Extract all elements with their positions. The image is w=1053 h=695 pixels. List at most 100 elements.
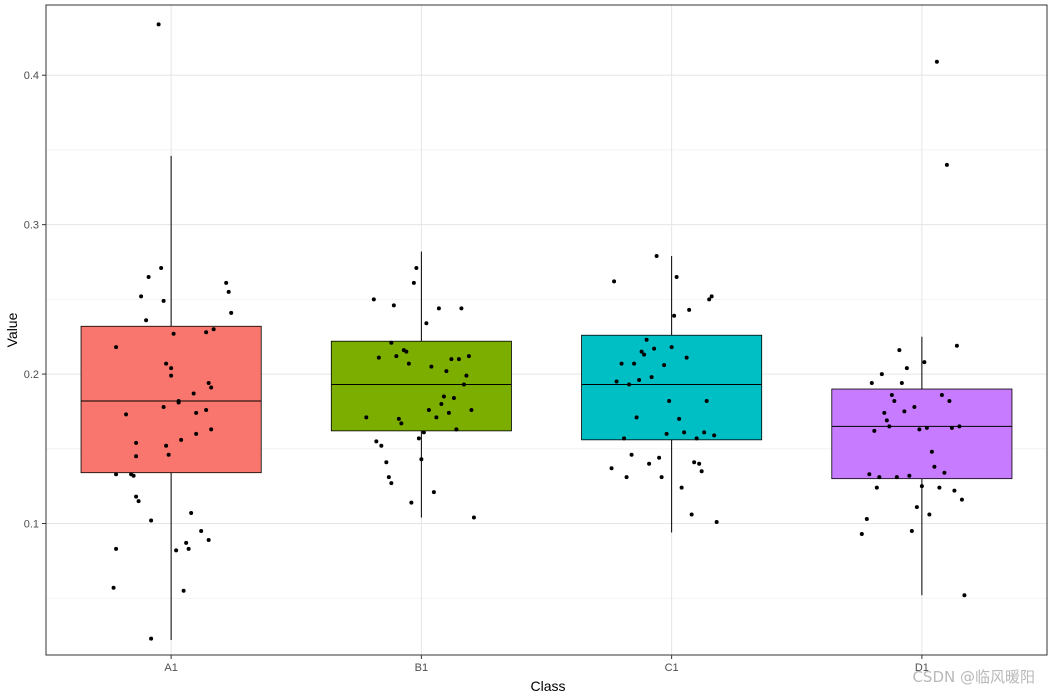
- data-point: [912, 404, 917, 409]
- data-point: [371, 297, 376, 302]
- data-point: [859, 531, 864, 536]
- data-point: [224, 280, 229, 285]
- data-point: [389, 481, 394, 486]
- data-point: [194, 431, 199, 436]
- data-point: [124, 412, 129, 417]
- data-point: [191, 391, 196, 396]
- data-point: [139, 294, 144, 299]
- data-point: [922, 360, 927, 365]
- data-point: [194, 410, 199, 415]
- data-point: [917, 427, 922, 432]
- data-point: [714, 520, 719, 525]
- data-point: [949, 425, 954, 430]
- data-point: [704, 398, 709, 403]
- data-point: [199, 528, 204, 533]
- data-point: [657, 455, 662, 460]
- data-point: [957, 424, 962, 429]
- data-point: [406, 361, 411, 366]
- box-body: [80, 325, 262, 474]
- box-b1: [330, 251, 512, 518]
- data-point: [226, 289, 231, 294]
- data-point: [877, 475, 882, 480]
- data-point: [634, 415, 639, 420]
- data-point: [667, 398, 672, 403]
- data-point: [416, 436, 421, 441]
- data-point: [924, 425, 929, 430]
- y-tick-label: 0.3: [24, 220, 39, 232]
- data-point: [884, 418, 889, 423]
- data-point: [904, 366, 909, 371]
- data-point: [652, 346, 657, 351]
- data-point: [899, 381, 904, 386]
- data-point: [959, 497, 964, 502]
- x-tick-label-d1: D1: [915, 662, 929, 674]
- data-point: [179, 437, 184, 442]
- data-point: [379, 443, 384, 448]
- data-point: [409, 500, 414, 505]
- data-point: [684, 355, 689, 360]
- data-point: [674, 274, 679, 279]
- x-tick-label-b1: B1: [415, 662, 428, 674]
- data-point: [414, 265, 419, 270]
- data-point: [689, 512, 694, 517]
- data-point: [669, 345, 674, 350]
- data-point: [907, 473, 912, 478]
- data-point: [189, 511, 194, 516]
- data-point: [186, 546, 191, 551]
- box-a1: [80, 155, 262, 641]
- data-point: [184, 540, 189, 545]
- data-point: [892, 398, 897, 403]
- data-point: [174, 548, 179, 553]
- y-tick-label: 0.1: [24, 519, 39, 531]
- data-point: [176, 400, 181, 405]
- data-point: [902, 409, 907, 414]
- data-point: [114, 472, 119, 477]
- data-point: [454, 427, 459, 432]
- data-point: [664, 431, 669, 436]
- data-point: [614, 379, 619, 384]
- box-body: [330, 340, 512, 432]
- data-point: [632, 361, 637, 366]
- data-point: [692, 460, 697, 465]
- data-point: [947, 398, 952, 403]
- data-point: [114, 546, 119, 551]
- data-point: [609, 466, 614, 471]
- data-point: [466, 354, 471, 359]
- data-point: [464, 373, 469, 378]
- data-point: [156, 22, 161, 27]
- box-d1: [831, 336, 1013, 596]
- data-point: [914, 505, 919, 510]
- boxes: [80, 155, 1013, 641]
- data-point: [211, 327, 216, 332]
- data-point: [181, 588, 186, 593]
- data-point: [469, 407, 474, 412]
- data-point: [429, 364, 434, 369]
- data-point: [679, 485, 684, 490]
- x-tick-label-a1: A1: [164, 662, 177, 674]
- data-point: [702, 430, 707, 435]
- data-point: [682, 430, 687, 435]
- data-point: [164, 361, 169, 366]
- axis-ticks: 0.1 0.2 0.3 0.4 A1 B1 C1 D1: [24, 70, 929, 674]
- data-point: [889, 393, 894, 397]
- points-c1: [609, 254, 719, 525]
- data-point: [962, 593, 967, 598]
- data-point: [131, 473, 136, 478]
- data-point: [159, 265, 164, 270]
- data-point: [161, 298, 166, 303]
- data-point: [399, 421, 404, 426]
- data-point: [421, 430, 426, 435]
- box-body: [831, 388, 1013, 480]
- x-tick-label-c1: C1: [665, 662, 679, 674]
- data-point: [209, 385, 214, 390]
- data-point: [952, 488, 957, 493]
- data-point: [932, 464, 937, 469]
- data-point: [171, 331, 176, 336]
- data-point: [637, 378, 642, 383]
- data-point: [166, 452, 171, 457]
- data-point: [869, 381, 874, 386]
- y-tick-label: 0.4: [24, 70, 39, 82]
- data-point: [882, 410, 887, 415]
- data-point: [887, 424, 892, 429]
